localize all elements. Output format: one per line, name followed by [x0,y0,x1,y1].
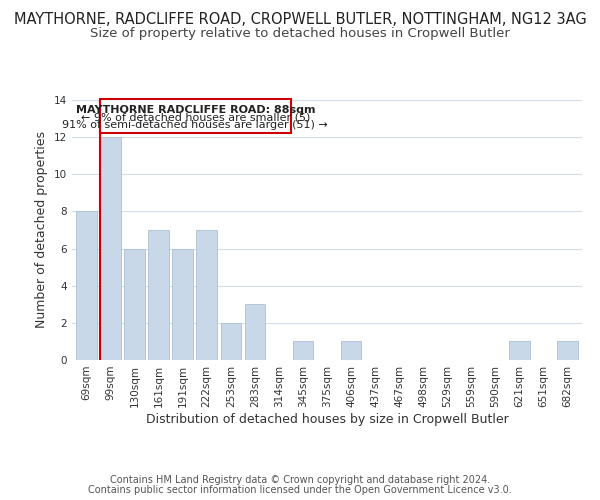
Bar [293,342,313,360]
Text: Size of property relative to detached houses in Cropwell Butler: Size of property relative to detached ho… [90,28,510,40]
Text: 91% of semi-detached houses are larger (51) →: 91% of semi-detached houses are larger (… [62,120,328,130]
Bar [341,342,361,360]
Bar [245,304,265,360]
Bar [76,212,97,360]
X-axis label: Distribution of detached houses by size in Cropwell Butler: Distribution of detached houses by size … [146,412,508,426]
Text: MAYTHORNE, RADCLIFFE ROAD, CROPWELL BUTLER, NOTTINGHAM, NG12 3AG: MAYTHORNE, RADCLIFFE ROAD, CROPWELL BUTL… [14,12,586,28]
Text: Contains HM Land Registry data © Crown copyright and database right 2024.: Contains HM Land Registry data © Crown c… [110,475,490,485]
Y-axis label: Number of detached properties: Number of detached properties [35,132,49,328]
Bar [172,248,193,360]
Bar [509,342,530,360]
Text: Contains public sector information licensed under the Open Government Licence v3: Contains public sector information licen… [88,485,512,495]
Bar [100,137,121,360]
Bar [124,248,145,360]
Bar [221,323,241,360]
Bar [557,342,578,360]
Bar [196,230,217,360]
Text: MAYTHORNE RADCLIFFE ROAD: 88sqm: MAYTHORNE RADCLIFFE ROAD: 88sqm [76,104,315,115]
Text: ← 9% of detached houses are smaller (5): ← 9% of detached houses are smaller (5) [80,112,310,122]
Bar [148,230,169,360]
FancyBboxPatch shape [100,99,291,134]
